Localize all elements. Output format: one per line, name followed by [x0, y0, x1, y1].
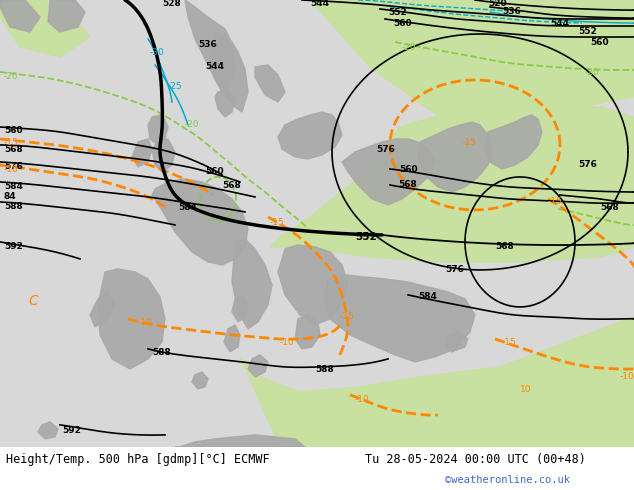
Text: 560: 560	[399, 165, 418, 174]
Text: 10: 10	[520, 385, 531, 394]
Text: -25: -25	[168, 82, 183, 91]
Text: 576: 576	[4, 162, 23, 171]
Text: ©weatheronline.co.uk: ©weatheronline.co.uk	[445, 475, 570, 485]
Text: -10: -10	[280, 338, 295, 347]
Text: 592: 592	[4, 242, 23, 251]
Text: 568: 568	[600, 203, 619, 212]
Text: -15: -15	[4, 138, 19, 147]
Polygon shape	[38, 422, 58, 439]
Text: Height/Temp. 500 hPa [gdmp][°C] ECMWF: Height/Temp. 500 hPa [gdmp][°C] ECMWF	[6, 453, 269, 466]
Polygon shape	[210, 32, 235, 92]
Polygon shape	[418, 122, 492, 192]
Text: -15: -15	[340, 312, 355, 321]
Text: -20: -20	[185, 120, 200, 129]
Polygon shape	[342, 139, 435, 205]
Text: -15: -15	[270, 218, 285, 227]
Text: 544: 544	[310, 0, 329, 8]
Text: 576: 576	[376, 145, 395, 154]
Polygon shape	[325, 275, 475, 362]
Polygon shape	[232, 239, 272, 329]
Polygon shape	[0, 0, 40, 32]
Text: 544: 544	[205, 62, 224, 71]
Polygon shape	[485, 115, 542, 169]
Text: 536: 536	[198, 40, 217, 49]
Polygon shape	[152, 139, 175, 172]
Text: -15: -15	[502, 338, 517, 347]
Text: 560: 560	[590, 38, 609, 47]
Text: 544: 544	[550, 19, 569, 28]
Text: -20: -20	[402, 43, 417, 52]
Text: 560: 560	[4, 126, 23, 135]
Polygon shape	[192, 372, 208, 389]
Polygon shape	[240, 317, 634, 447]
Text: 588: 588	[152, 348, 171, 357]
Text: 528: 528	[162, 0, 181, 8]
Polygon shape	[48, 0, 85, 32]
Text: 584: 584	[4, 182, 23, 191]
Text: 568: 568	[222, 181, 241, 190]
Polygon shape	[0, 0, 90, 57]
Text: -30: -30	[150, 48, 165, 57]
Text: -20: -20	[585, 68, 600, 77]
Text: C: C	[28, 294, 38, 308]
Polygon shape	[278, 112, 342, 159]
Text: 560: 560	[205, 167, 224, 176]
Polygon shape	[310, 0, 634, 117]
Polygon shape	[255, 65, 285, 102]
Text: 592: 592	[62, 426, 81, 435]
Text: Tu 28-05-2024 00:00 UTC (00+48): Tu 28-05-2024 00:00 UTC (00+48)	[365, 453, 586, 466]
Polygon shape	[185, 0, 248, 112]
Text: 560: 560	[393, 19, 411, 28]
Text: -10: -10	[620, 372, 634, 381]
Text: 584: 584	[178, 203, 197, 212]
Text: 584: 584	[418, 292, 437, 301]
Text: -20: -20	[4, 72, 18, 81]
Text: 552: 552	[388, 8, 407, 17]
Polygon shape	[148, 115, 168, 145]
Text: 568: 568	[4, 145, 23, 154]
Text: 520: 520	[488, 0, 507, 8]
Polygon shape	[152, 179, 248, 265]
Polygon shape	[132, 139, 152, 167]
Text: 576: 576	[445, 265, 464, 274]
Text: -15: -15	[462, 138, 477, 147]
Text: 576: 576	[578, 160, 597, 169]
Text: 552: 552	[355, 232, 377, 242]
Text: -10: -10	[138, 318, 153, 327]
Polygon shape	[215, 89, 235, 117]
Polygon shape	[270, 107, 634, 262]
Polygon shape	[90, 292, 115, 327]
Text: 568: 568	[398, 180, 417, 189]
Text: 588: 588	[4, 202, 23, 211]
Polygon shape	[278, 245, 348, 325]
Text: 588: 588	[315, 365, 333, 374]
Text: 568: 568	[495, 242, 514, 251]
Polygon shape	[98, 269, 165, 369]
Polygon shape	[232, 295, 248, 322]
Text: 536: 536	[502, 7, 521, 16]
Text: -10: -10	[4, 165, 19, 174]
Polygon shape	[295, 315, 320, 349]
Polygon shape	[224, 325, 240, 352]
Polygon shape	[445, 332, 468, 352]
Text: -15: -15	[548, 197, 563, 206]
Text: 84: 84	[4, 192, 16, 201]
Text: 552: 552	[578, 27, 597, 36]
Polygon shape	[248, 355, 268, 377]
Polygon shape	[175, 435, 305, 447]
Text: -10: -10	[355, 395, 370, 404]
